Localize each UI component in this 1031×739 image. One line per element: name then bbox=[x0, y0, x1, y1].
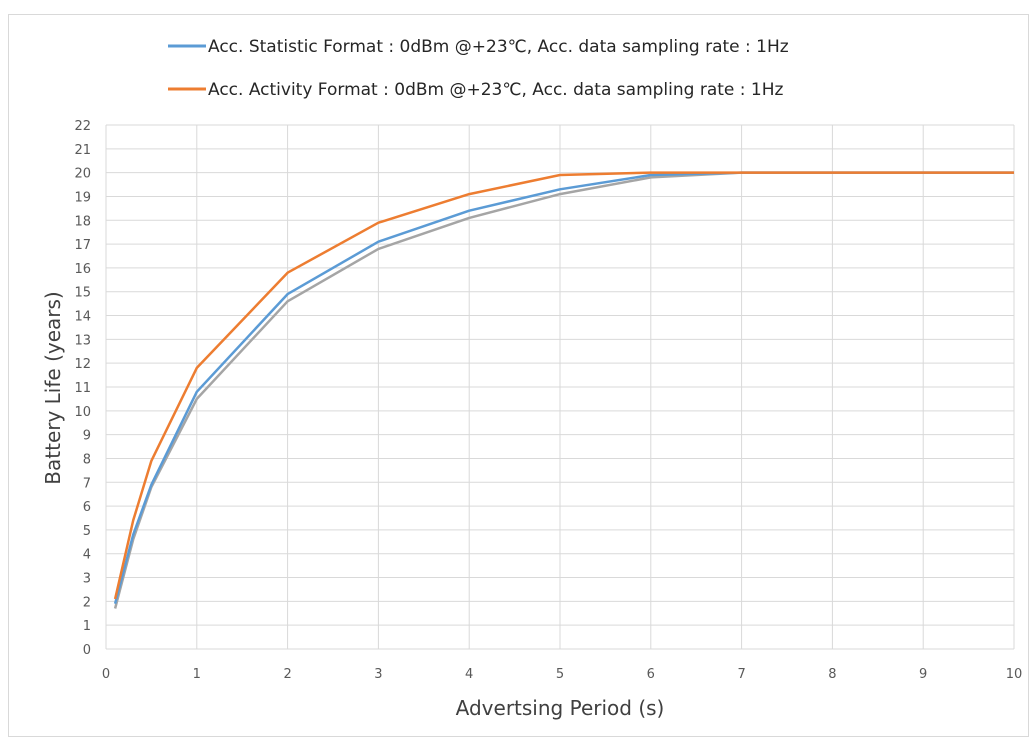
y-tick-label: 14 bbox=[74, 310, 91, 325]
y-tick-label: 13 bbox=[74, 333, 91, 348]
series-line-gray bbox=[113, 171, 1014, 609]
y-tick-label: 20 bbox=[74, 167, 91, 182]
y-tick-label: 18 bbox=[74, 214, 91, 229]
y-tick-label: 3 bbox=[83, 572, 91, 587]
x-tick-label: 4 bbox=[465, 667, 473, 682]
series-line-activity bbox=[113, 171, 1014, 600]
x-tick-label: 5 bbox=[556, 667, 564, 682]
x-tick-label: 6 bbox=[647, 667, 655, 682]
legend-label-statistic: Acc. Statistic Format : 0dBm @+23℃, Acc.… bbox=[208, 37, 789, 57]
x-tick-label: 8 bbox=[828, 667, 836, 682]
y-tick-label: 2 bbox=[83, 595, 91, 610]
y-tick-label: 7 bbox=[83, 476, 91, 491]
grid bbox=[105, 124, 1015, 650]
y-tick-label: 15 bbox=[74, 286, 91, 301]
y-tick-label: 16 bbox=[74, 262, 91, 277]
y-tick-label: 21 bbox=[74, 143, 91, 158]
y-tick-label: 5 bbox=[83, 524, 91, 539]
y-tick-label: 11 bbox=[74, 381, 91, 396]
y-tick-label: 19 bbox=[74, 190, 91, 205]
y-axis-title: Battery Life (years) bbox=[41, 291, 65, 484]
x-tick-label: 0 bbox=[102, 667, 110, 682]
x-axis-ticks: 0 1 2 3 4 5 6 7 8 9 10 bbox=[102, 667, 1022, 682]
y-tick-label: 6 bbox=[83, 500, 91, 515]
y-tick-label: 1 bbox=[83, 619, 91, 634]
x-tick-label: 2 bbox=[283, 667, 291, 682]
x-tick-label: 3 bbox=[374, 667, 382, 682]
x-tick-label: 10 bbox=[1006, 667, 1023, 682]
y-tick-label: 9 bbox=[83, 429, 91, 444]
x-tick-label: 1 bbox=[193, 667, 201, 682]
x-tick-label: 9 bbox=[919, 667, 927, 682]
x-axis-title: Advertsing Period (s) bbox=[456, 696, 665, 720]
y-tick-label: 8 bbox=[83, 452, 91, 467]
y-tick-label: 12 bbox=[74, 357, 91, 372]
series-lines bbox=[113, 171, 1014, 609]
y-tick-label: 22 bbox=[74, 119, 91, 134]
y-tick-label: 0 bbox=[83, 643, 91, 658]
y-tick-label: 10 bbox=[74, 405, 91, 420]
legend-label-activity: Acc. Activity Format : 0dBm @+23℃, Acc. … bbox=[208, 80, 783, 100]
y-tick-label: 17 bbox=[74, 238, 91, 253]
legend: Acc. Statistic Format : 0dBm @+23℃, Acc.… bbox=[168, 37, 789, 100]
chart-frame bbox=[8, 14, 1029, 737]
y-tick-label: 4 bbox=[83, 548, 91, 563]
series-line-statistic bbox=[113, 171, 1014, 605]
x-tick-label: 7 bbox=[737, 667, 745, 682]
